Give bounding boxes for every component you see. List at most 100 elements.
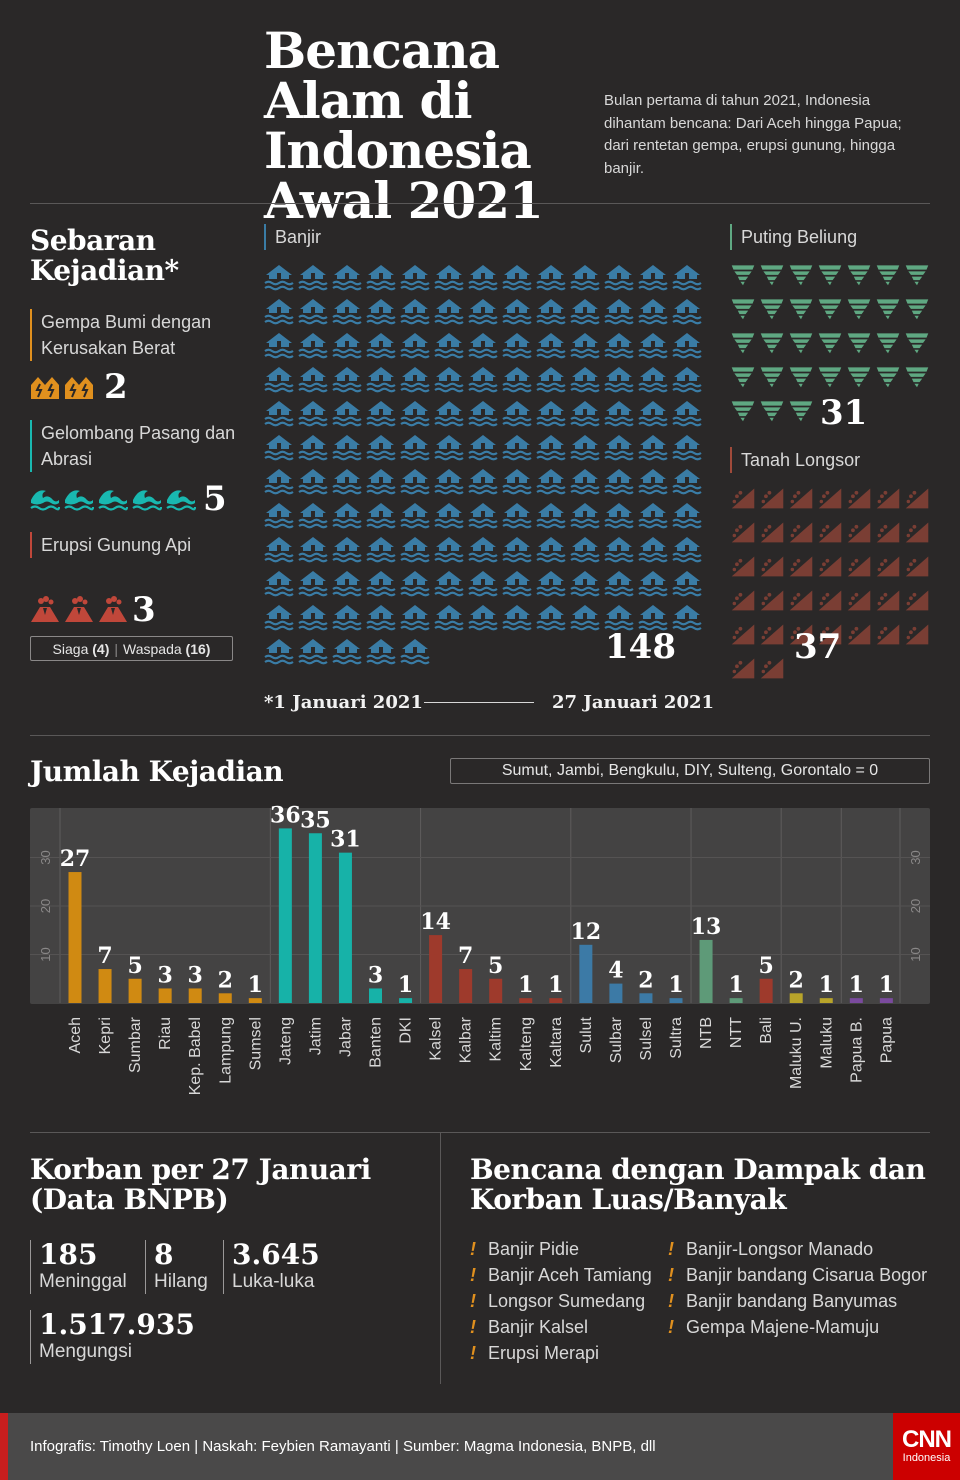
- volcano-icon: [65, 596, 93, 622]
- category-label: Lampung: [217, 1017, 234, 1084]
- flood-house-icon: [366, 265, 396, 291]
- flood-house-icon: [298, 333, 328, 359]
- flood-house-icon: [468, 435, 498, 461]
- landslide-icon: [760, 556, 784, 577]
- waspada-label: Waspada: [123, 640, 182, 657]
- flood-house-icon: [672, 469, 702, 495]
- jumlah-heading: Jumlah Kejadian: [30, 755, 284, 788]
- tornado-icon: [847, 299, 871, 320]
- tornado-icon: [760, 401, 784, 422]
- flood-house-icon: [536, 605, 566, 631]
- impact-item-label: Banjir Kalsel: [488, 1317, 589, 1337]
- flood-house-icon: [638, 605, 668, 631]
- stat-meninggal: 185 Meninggal: [30, 1240, 127, 1294]
- landslide-icon: [847, 624, 871, 645]
- tornado-icon: [876, 299, 900, 320]
- landslide-icon: [731, 590, 755, 611]
- flood-house-icon: [468, 265, 498, 291]
- flood-house-icon: [638, 469, 668, 495]
- banjir-label: Banjir: [264, 224, 321, 250]
- category-label: Riau: [157, 1017, 174, 1050]
- divider: [30, 1132, 930, 1133]
- flood-house-icon: [536, 469, 566, 495]
- wave-icon: [166, 490, 196, 511]
- bar: [128, 978, 142, 1003]
- bar-value-label: 7: [97, 943, 112, 969]
- tornado-icon: [818, 333, 842, 354]
- flood-house-icon: [332, 299, 362, 325]
- bar-value-label: 2: [218, 967, 233, 993]
- flood-house-icon: [502, 503, 532, 529]
- flood-house-icon: [502, 367, 532, 393]
- flood-house-icon: [672, 265, 702, 291]
- longsor-label: Tanah Longsor: [730, 447, 860, 473]
- stat-label: Mengungsi: [39, 1341, 132, 1362]
- flood-house-icon: [366, 435, 396, 461]
- flood-house-icon: [332, 469, 362, 495]
- flood-house-icon: [366, 537, 396, 563]
- flood-house-icon: [366, 401, 396, 427]
- landslide-icon: [876, 488, 900, 509]
- flood-house-icon: [366, 571, 396, 597]
- stat-label: Luka-luka: [232, 1271, 315, 1292]
- impact-item: ! Banjir Kalsel: [470, 1314, 652, 1340]
- impact-item-label: Longsor Sumedang: [488, 1291, 646, 1311]
- timeline-line: [424, 702, 534, 703]
- flood-house-icon: [264, 299, 294, 325]
- category-label: Papua B.: [848, 1017, 865, 1083]
- flood-house-icon: [400, 537, 430, 563]
- impact-item: ! Banjir Pidie: [470, 1236, 652, 1262]
- flood-house-icon: [570, 537, 600, 563]
- flood-house-icon: [468, 469, 498, 495]
- flood-house-icon: [400, 503, 430, 529]
- page-title: Bencana Alam di Indonesia Awal 2021: [264, 21, 544, 230]
- flood-house-icon: [298, 605, 328, 631]
- landslide-icon: [905, 590, 929, 611]
- bar-value-label: 1: [728, 972, 743, 998]
- bar: [338, 852, 352, 1003]
- category-label: Sultra: [668, 1017, 685, 1059]
- flood-house-icon: [332, 333, 362, 359]
- bar: [459, 969, 473, 1003]
- flood-house-icon: [638, 571, 668, 597]
- flood-house-icon: [570, 299, 600, 325]
- puting-label: Puting Beliung: [730, 224, 857, 250]
- tornado-icon: [789, 265, 813, 286]
- category-label: Banten: [368, 1017, 385, 1068]
- flood-house-icon: [570, 333, 600, 359]
- flood-house-icon: [468, 333, 498, 359]
- alert-icon: !: [668, 1317, 674, 1337]
- logo-text-top: CNN: [902, 1426, 952, 1453]
- landslide-icon: [789, 522, 813, 543]
- bar-value-label: 2: [638, 967, 653, 993]
- siaga-label: Siaga: [52, 640, 89, 657]
- flood-house-icon: [264, 571, 294, 597]
- flood-house-icon: [366, 367, 396, 393]
- flood-house-icon: [400, 401, 430, 427]
- volcano-icon: [99, 596, 127, 622]
- flood-house-icon: [434, 367, 464, 393]
- landslide-icon: [847, 556, 871, 577]
- flood-house-icon: [604, 469, 634, 495]
- landslide-icon: [731, 624, 755, 645]
- flood-house-icon: [638, 367, 668, 393]
- impact-item-label: Erupsi Merapi: [488, 1343, 600, 1363]
- bar-value-label: 3: [188, 962, 203, 988]
- tornado-icon: [760, 265, 784, 286]
- flood-house-icon: [332, 401, 362, 427]
- bar-value-label: 36: [270, 802, 301, 828]
- flood-house-icon: [400, 367, 430, 393]
- siaga-count: (4): [92, 640, 110, 657]
- flood-house-icon: [570, 401, 600, 427]
- flood-house-icon: [366, 299, 396, 325]
- bar: [729, 998, 743, 1003]
- bar: [278, 828, 292, 1003]
- category-label: Jatim: [307, 1017, 324, 1055]
- flood-house-icon: [400, 639, 430, 665]
- flood-house-icon: [536, 367, 566, 393]
- tornado-icon: [876, 265, 900, 286]
- bar: [308, 833, 322, 1003]
- flood-house-icon: [638, 265, 668, 291]
- bar: [879, 998, 893, 1003]
